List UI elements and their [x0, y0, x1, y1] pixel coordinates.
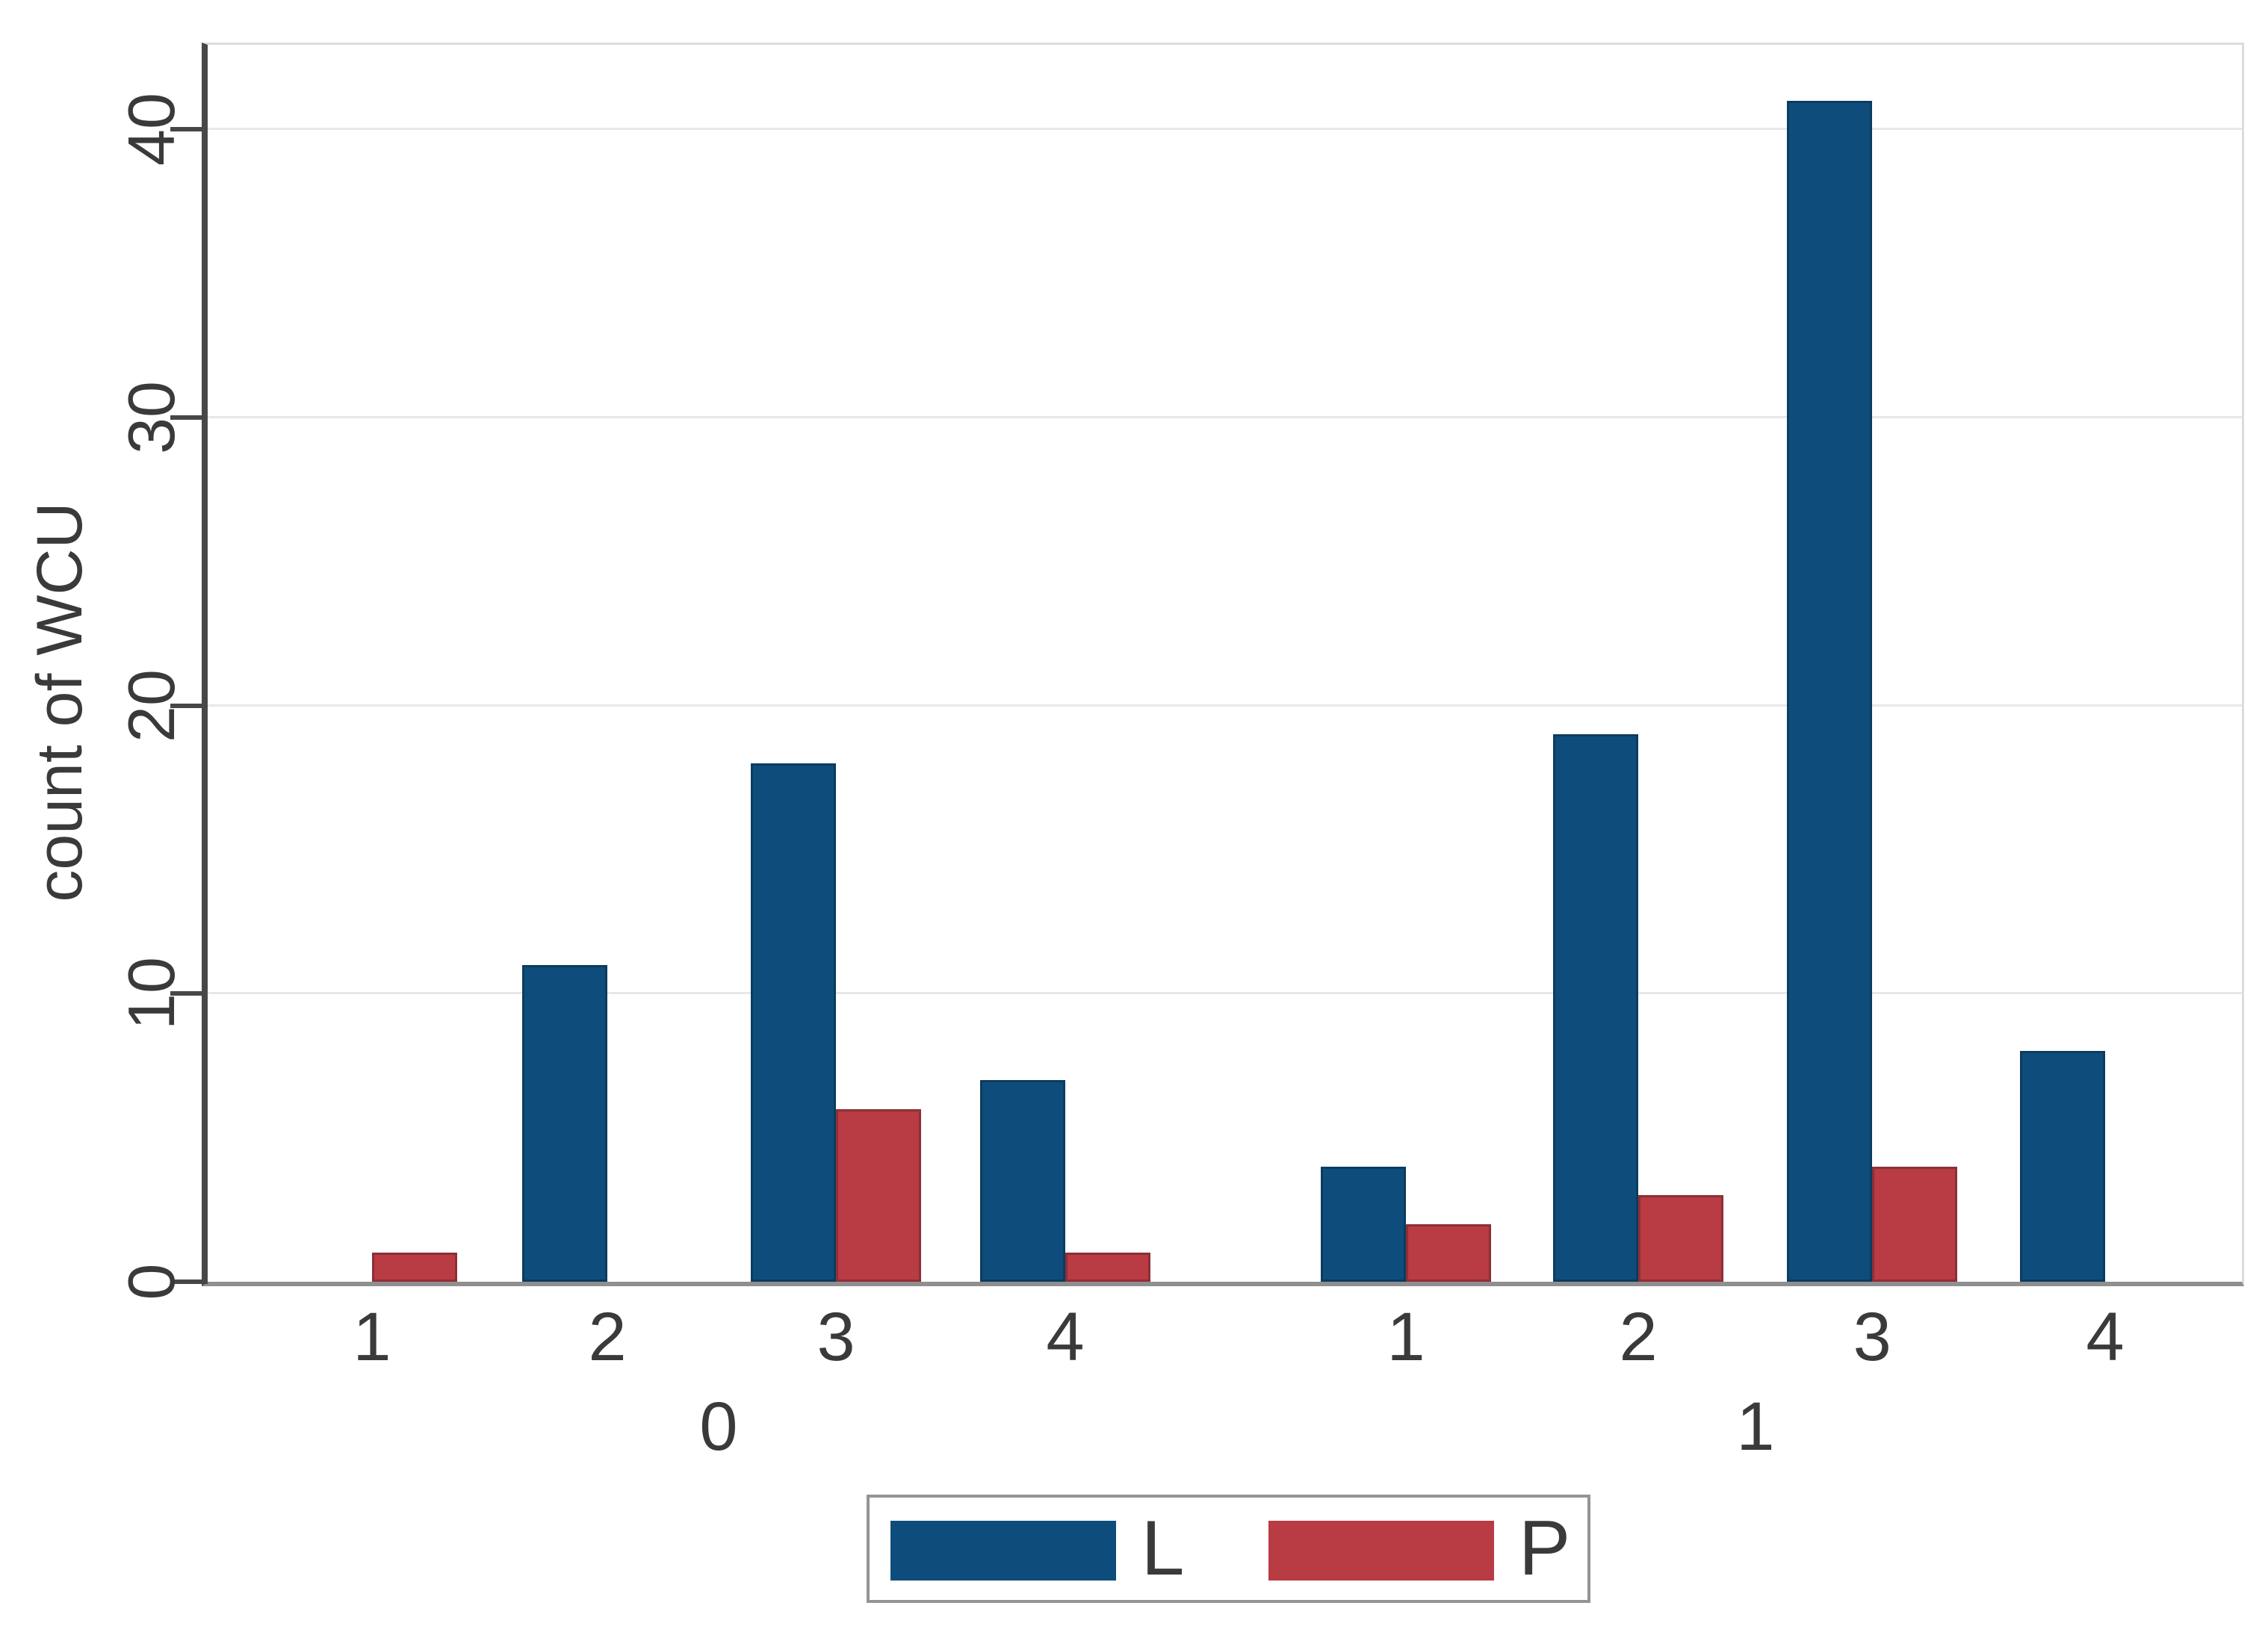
x-category-label-group1-1: 1: [1386, 1299, 1425, 1375]
y-tick-10: [170, 991, 208, 996]
bar-L-group0-cat4: [980, 1080, 1065, 1282]
x-group-label-0: 0: [699, 1389, 738, 1465]
legend-label-P: P: [1518, 1505, 1571, 1592]
legend: L P: [867, 1495, 1590, 1603]
y-tick-30: [170, 415, 208, 420]
x-category-label-group0-3: 3: [817, 1299, 855, 1375]
y-tick-label-40: 40: [114, 93, 188, 167]
gridline-30: [208, 415, 2242, 418]
bar-P-group0-cat3: [836, 1108, 922, 1282]
y-tick-label-0: 0: [114, 1263, 188, 1300]
y-tick-label-30: 30: [114, 380, 188, 454]
bar-P-group1-cat1: [1406, 1223, 1492, 1282]
bar-L-group1-cat2: [1553, 734, 1639, 1282]
x-category-label-group0-4: 4: [1046, 1299, 1085, 1375]
bar-P-group1-cat3: [1872, 1166, 1958, 1282]
y-tick-20: [170, 703, 208, 708]
x-group-label-1: 1: [1736, 1389, 1775, 1465]
bar-L-group1-cat3: [1787, 100, 1873, 1282]
legend-label-L: L: [1141, 1505, 1185, 1592]
legend-swatch-L: [890, 1521, 1116, 1581]
y-axis-title: count of WCU: [24, 502, 96, 902]
bar-L-group1-cat1: [1321, 1166, 1407, 1282]
legend-swatch-P: [1268, 1521, 1494, 1581]
bar-L-group1-cat4: [2020, 1051, 2105, 1282]
bar-P-group1-cat2: [1638, 1195, 1724, 1282]
bar-L-group0-cat3: [751, 763, 837, 1282]
y-tick-label-20: 20: [114, 669, 188, 742]
bar-P-group0-cat1: [372, 1253, 458, 1282]
gridline-10: [208, 992, 2242, 995]
gridline-40: [208, 128, 2242, 131]
y-tick-40: [170, 127, 208, 132]
gridline-20: [208, 704, 2242, 707]
x-category-label-group1-4: 4: [2086, 1299, 2125, 1375]
x-category-label-group1-3: 3: [1853, 1299, 1891, 1375]
y-tick-0: [170, 1279, 208, 1284]
x-category-label-group0-2: 2: [588, 1299, 627, 1375]
x-category-label-group1-2: 2: [1619, 1299, 1658, 1375]
plot-area: 0 10 20 30 40 1 2 3 4 0 1 2 3 4 1: [114, 43, 2244, 1461]
bar-L-group0-cat2: [522, 964, 608, 1282]
x-category-label-group0-1: 1: [353, 1299, 391, 1375]
y-tick-label-10: 10: [114, 957, 188, 1031]
bar-P-group0-cat4: [1065, 1253, 1151, 1282]
